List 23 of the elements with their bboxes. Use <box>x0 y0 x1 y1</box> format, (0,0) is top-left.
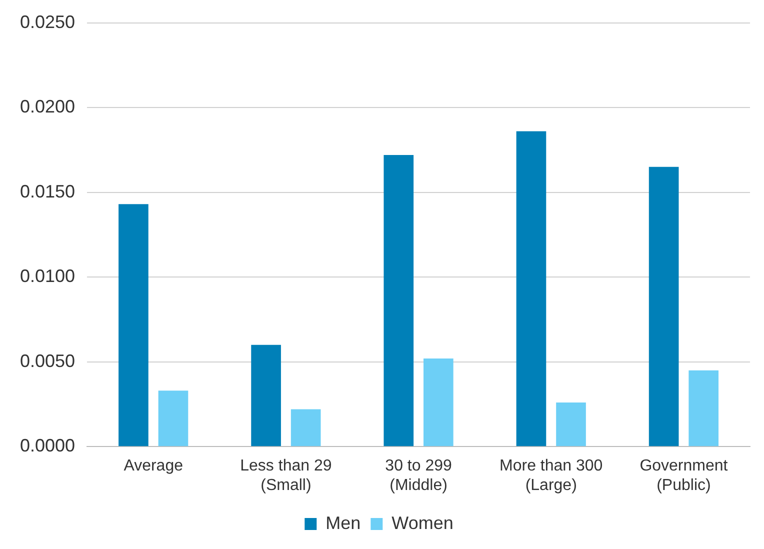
y-tick-label: 0.0000 <box>20 436 76 456</box>
y-tick-label: 0.0100 <box>20 266 76 286</box>
bar <box>290 409 321 446</box>
y-tick-label: 0.0150 <box>20 181 76 202</box>
legend-label: Men <box>326 512 361 533</box>
bar <box>384 155 414 446</box>
y-tick-label: 0.0200 <box>20 96 76 117</box>
bar <box>251 344 281 446</box>
bar <box>158 390 188 446</box>
bar <box>424 358 454 446</box>
x-tick-label: Government (Public) <box>640 458 728 494</box>
x-tick-label: More than 300 (Large) <box>500 458 603 494</box>
legend-label: Women <box>392 512 454 533</box>
x-tick-label: Average <box>124 458 184 475</box>
y-tick-label: 0.0050 <box>20 350 76 371</box>
bar <box>648 166 679 446</box>
bar <box>688 370 719 446</box>
bar <box>556 402 586 446</box>
x-tick-label: 30 to 299 (Middle) <box>385 458 452 494</box>
bar <box>516 131 546 446</box>
y-tick-label: 0.0250 <box>20 12 76 32</box>
bar <box>118 204 148 446</box>
x-tick-label: Less than 29 (Small) <box>240 458 332 494</box>
